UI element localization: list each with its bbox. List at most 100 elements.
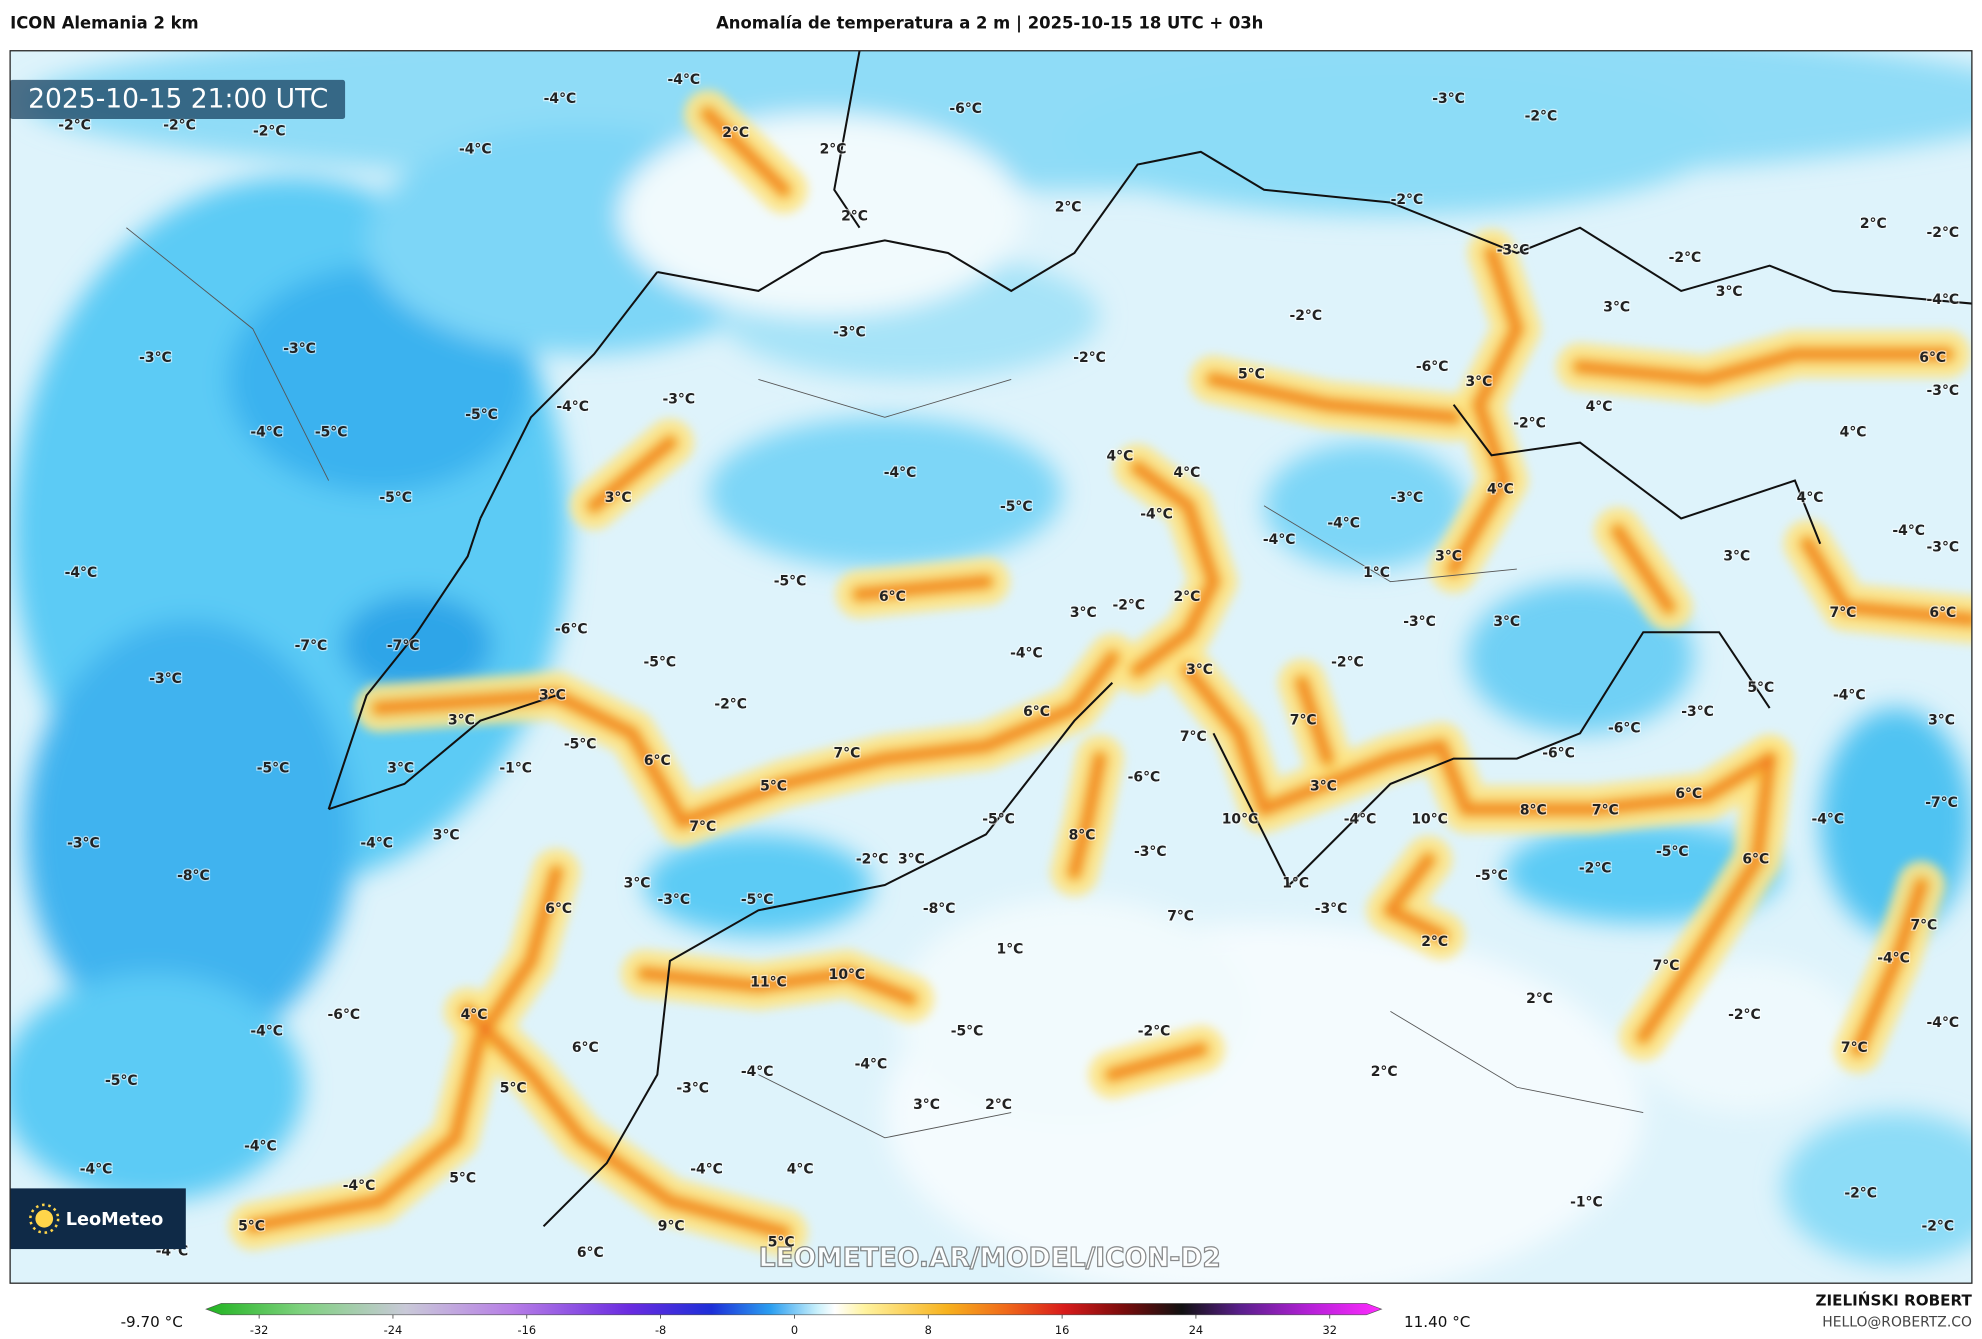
contour-label: 4°C	[1487, 481, 1514, 497]
contour-label: -4°C	[1927, 1015, 1960, 1031]
logo-text: LeoMeteo	[66, 1210, 164, 1230]
contour-label: 6°C	[572, 1040, 599, 1056]
contour-label: -4°C	[741, 1064, 774, 1080]
anomaly-patch	[1782, 1112, 1972, 1265]
contour-label: 3°C	[1186, 662, 1213, 678]
contour-label: -3°C	[139, 350, 172, 366]
contour-label: 5°C	[768, 1235, 795, 1251]
contour-label: 7°C	[1841, 1040, 1868, 1056]
contour-label: 6°C	[1023, 704, 1050, 720]
colorbar-tick-label: -24	[384, 1323, 403, 1337]
contour-label: -7°C	[295, 638, 328, 654]
email: HELLO@ROBERTZ.CO	[1822, 1314, 1972, 1330]
contour-label: -5°C	[465, 407, 498, 423]
contour-label: -6°C	[1608, 720, 1641, 736]
logo-sun	[35, 1209, 54, 1228]
contour-label: 11°C	[750, 974, 786, 990]
contour-label: 10°C	[1411, 811, 1447, 827]
contour-label: -2°C	[714, 696, 747, 712]
warm-ridge	[855, 577, 990, 599]
contour-label: -6°C	[328, 1007, 361, 1023]
anomaly-patch	[619, 113, 1024, 317]
warm-ridge	[1298, 678, 1332, 763]
contour-label: -3°C	[1134, 844, 1167, 860]
contour-label: -6°C	[1128, 770, 1161, 786]
contour-label: -5°C	[1000, 499, 1033, 515]
contour-label: -4°C	[1811, 811, 1844, 827]
contour-label: 1°C	[1282, 876, 1309, 892]
contour-label: 7°C	[1167, 909, 1194, 925]
timestamp-box	[10, 79, 346, 120]
contour-label: 10°C	[1222, 811, 1258, 827]
warm-ridge	[1614, 527, 1673, 611]
colorbar-tick-label: 24	[1189, 1323, 1203, 1337]
warm-ridge	[1209, 375, 1458, 422]
colorbar-tick-label: -16	[518, 1323, 537, 1337]
contour-label: -2°C	[1289, 308, 1322, 324]
contour-label: -2°C	[1138, 1024, 1171, 1040]
contour-label: -2°C	[1073, 350, 1106, 366]
contour-label: -3°C	[283, 341, 316, 357]
chart-title: Anomalía de temperatura a 2 m | 2025-10-…	[716, 14, 1263, 34]
contour-label: -3°C	[149, 671, 182, 687]
contour-label: 1°C	[1363, 565, 1390, 581]
contour-label: 5°C	[1238, 366, 1265, 382]
contour-label: -4°C	[884, 465, 917, 481]
contour-label: 4°C	[461, 1007, 488, 1023]
contour-label: -2°C	[1391, 192, 1424, 208]
country-border	[833, 50, 861, 229]
anomaly-patch	[1264, 442, 1467, 570]
contour-label: -1°C	[499, 761, 532, 777]
contour-label: -5°C	[105, 1073, 138, 1089]
colorbar-min: -9.70 °C	[121, 1313, 183, 1331]
map-frame	[9, 50, 1973, 1284]
warm-ridge	[1184, 666, 1774, 813]
contour-label: 2°C	[1055, 199, 1082, 215]
anomaly-patch	[897, 897, 1252, 1126]
map-area: -4°C -4°C 2°C -2°C -2°C -2°C -4°C 2°C -6°C -3°C -2…	[10, 50, 1972, 1284]
warm-ridge	[249, 868, 560, 1231]
contour-label: 2°C	[841, 208, 868, 224]
contour-label: -6°C	[949, 101, 982, 117]
contour-label: -5°C	[257, 761, 290, 777]
author: ZIELIŃSKI ROBERT	[1816, 1290, 1973, 1309]
contour-label: -4°C	[459, 141, 492, 157]
contour-label: -4°C	[1833, 687, 1866, 703]
region-border	[758, 1074, 1012, 1139]
contour-label: 3°C	[1723, 548, 1750, 564]
borders	[126, 50, 1972, 1228]
country-border	[657, 150, 1972, 305]
contour-label: -3°C	[833, 325, 866, 341]
contour-label: -2°C	[1112, 598, 1145, 614]
colorbar-tick-label: 8	[925, 1323, 932, 1337]
warm-ridge	[1854, 881, 1926, 1054]
contour-label: -5°C	[774, 574, 807, 590]
contour-label: 6°C	[1929, 605, 1956, 621]
contour-label: 8°C	[1520, 802, 1547, 818]
contour-label: 7°C	[1180, 729, 1207, 745]
country-border	[1212, 631, 1771, 887]
contour-label: -3°C	[1681, 704, 1714, 720]
contour-label: -4°C	[1344, 811, 1377, 827]
contour-label: -3°C	[676, 1081, 709, 1097]
contour-label: 6°C	[644, 753, 671, 769]
contour-label: -2°C	[1579, 861, 1612, 877]
contour-label: -4°C	[855, 1057, 888, 1073]
contour-label: 3°C	[433, 828, 460, 844]
anomaly-patch	[1466, 581, 1694, 734]
contour-label: 2°C	[1421, 934, 1448, 950]
contour-label: 2°C	[722, 125, 749, 141]
country-border	[479, 271, 659, 519]
timestamp: 2025-10-15 21:00 UTC	[28, 84, 328, 115]
contour-label: -4°C	[1327, 516, 1360, 532]
contour-label: -3°C	[1315, 901, 1348, 917]
contour-label: -2°C	[58, 117, 91, 133]
contour-label: -2°C	[856, 852, 889, 868]
contour-label: -4°C	[80, 1161, 113, 1177]
contour-label: -2°C	[163, 117, 196, 133]
warm-ridge	[640, 969, 914, 1003]
contour-label: -4°C	[250, 1024, 283, 1040]
contour-label: -2°C	[1927, 225, 1960, 241]
region-border	[1390, 1011, 1644, 1113]
